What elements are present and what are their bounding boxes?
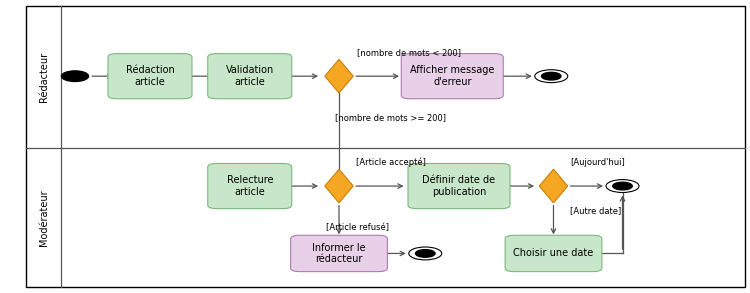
Circle shape [416,250,435,257]
FancyArrowPatch shape [497,74,530,79]
FancyArrowPatch shape [381,251,404,256]
Text: [Autre date]: [Autre date] [570,207,621,216]
FancyArrowPatch shape [286,74,316,79]
FancyArrowPatch shape [337,174,341,179]
FancyArrowPatch shape [186,74,211,79]
Polygon shape [325,59,353,93]
FancyBboxPatch shape [208,54,292,99]
FancyArrowPatch shape [356,74,398,79]
FancyBboxPatch shape [208,163,292,209]
FancyBboxPatch shape [291,235,387,272]
FancyArrowPatch shape [620,197,625,249]
FancyBboxPatch shape [108,54,192,99]
Circle shape [542,72,561,80]
Text: Afficher message
d'erreur: Afficher message d'erreur [410,65,494,87]
Circle shape [62,71,88,81]
Circle shape [606,180,639,193]
Text: [nombre de mots < 200]: [nombre de mots < 200] [357,48,461,57]
FancyArrowPatch shape [337,205,341,233]
FancyBboxPatch shape [408,163,510,209]
FancyArrowPatch shape [286,184,316,188]
Text: [Aujourd'hui]: [Aujourd'hui] [570,158,625,167]
Text: Relecture
article: Relecture article [226,175,273,197]
FancyArrowPatch shape [551,205,556,233]
Polygon shape [539,169,568,203]
Circle shape [409,247,442,260]
Text: [nombre de mots >= 200]: [nombre de mots >= 200] [335,113,446,122]
FancyArrowPatch shape [504,184,532,188]
Text: Validation
article: Validation article [226,65,274,87]
Text: Définir date de
publication: Définir date de publication [422,175,496,197]
Text: Choisir une date: Choisir une date [513,248,594,258]
Text: Rédaction
article: Rédaction article [125,65,174,87]
FancyBboxPatch shape [506,235,602,272]
Circle shape [535,70,568,83]
FancyArrowPatch shape [356,184,402,188]
FancyBboxPatch shape [401,54,503,99]
Circle shape [613,182,632,190]
Text: Rédacteur: Rédacteur [38,52,49,102]
Text: Informer le
rédacteur: Informer le rédacteur [312,243,366,264]
Text: Modérateur: Modérateur [38,189,49,246]
FancyArrowPatch shape [571,184,602,188]
Text: [Article refusé]: [Article refusé] [326,223,388,232]
FancyArrowPatch shape [92,74,112,79]
Text: [Article accepté]: [Article accepté] [356,158,425,167]
Polygon shape [325,169,353,203]
